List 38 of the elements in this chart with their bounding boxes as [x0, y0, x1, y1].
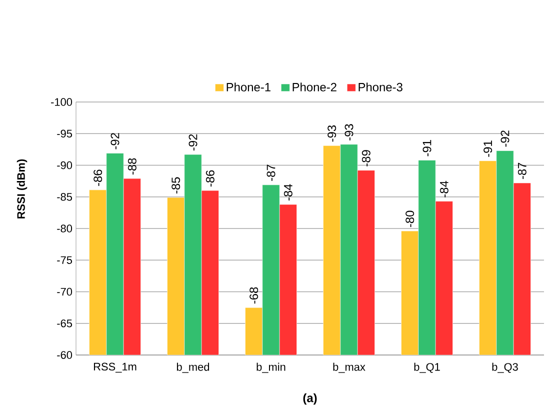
data-label: -85: [172, 177, 180, 194]
data-label: -86: [94, 170, 102, 186]
legend-label: Phone-3: [358, 82, 402, 92]
x-tick-label: b_Q3: [492, 362, 518, 373]
data-label: -92: [110, 133, 120, 150]
data-label: -86: [206, 170, 214, 187]
data-label: -80: [406, 210, 414, 228]
data-label: -84: [284, 184, 292, 200]
y-tick-label: -85: [57, 193, 72, 201]
data-label: -68: [250, 287, 258, 304]
data-label: -89: [362, 150, 370, 166]
y-tick-label: -100: [51, 98, 72, 106]
data-label: -92: [188, 134, 198, 150]
x-tick-label: b_Q1: [414, 362, 440, 373]
data-label: -84: [440, 180, 448, 198]
y-tick-label: -80: [57, 224, 72, 232]
legend-label: Phone-2: [292, 82, 336, 92]
y-tick-label: -90: [57, 161, 72, 170]
data-label: -92: [500, 130, 510, 147]
data-label: -91: [484, 140, 492, 157]
x-tick-label: b_med: [176, 362, 210, 373]
y-tick-label: -70: [57, 288, 72, 296]
y-tick-label: -60: [57, 351, 72, 359]
data-label: -93: [344, 124, 354, 140]
x-tick-label: b_min: [256, 362, 286, 373]
data-label: -87: [518, 162, 526, 179]
y-tick-label: -75: [57, 256, 72, 264]
data-label: -88: [128, 158, 136, 175]
y-axis-title: RSSI (dBm): [16, 159, 28, 218]
data-label: -91: [422, 140, 432, 156]
data-label: -87: [266, 164, 276, 181]
text: (a): [303, 393, 317, 405]
y-tick-label: -65: [57, 320, 72, 328]
x-tick-label: RSS_1m: [94, 362, 136, 373]
legend-label: Phone-1: [226, 82, 270, 92]
x-tick-label: b_max: [333, 362, 366, 373]
data-label: -93: [328, 125, 336, 142]
y-tick-label: -95: [57, 130, 72, 138]
